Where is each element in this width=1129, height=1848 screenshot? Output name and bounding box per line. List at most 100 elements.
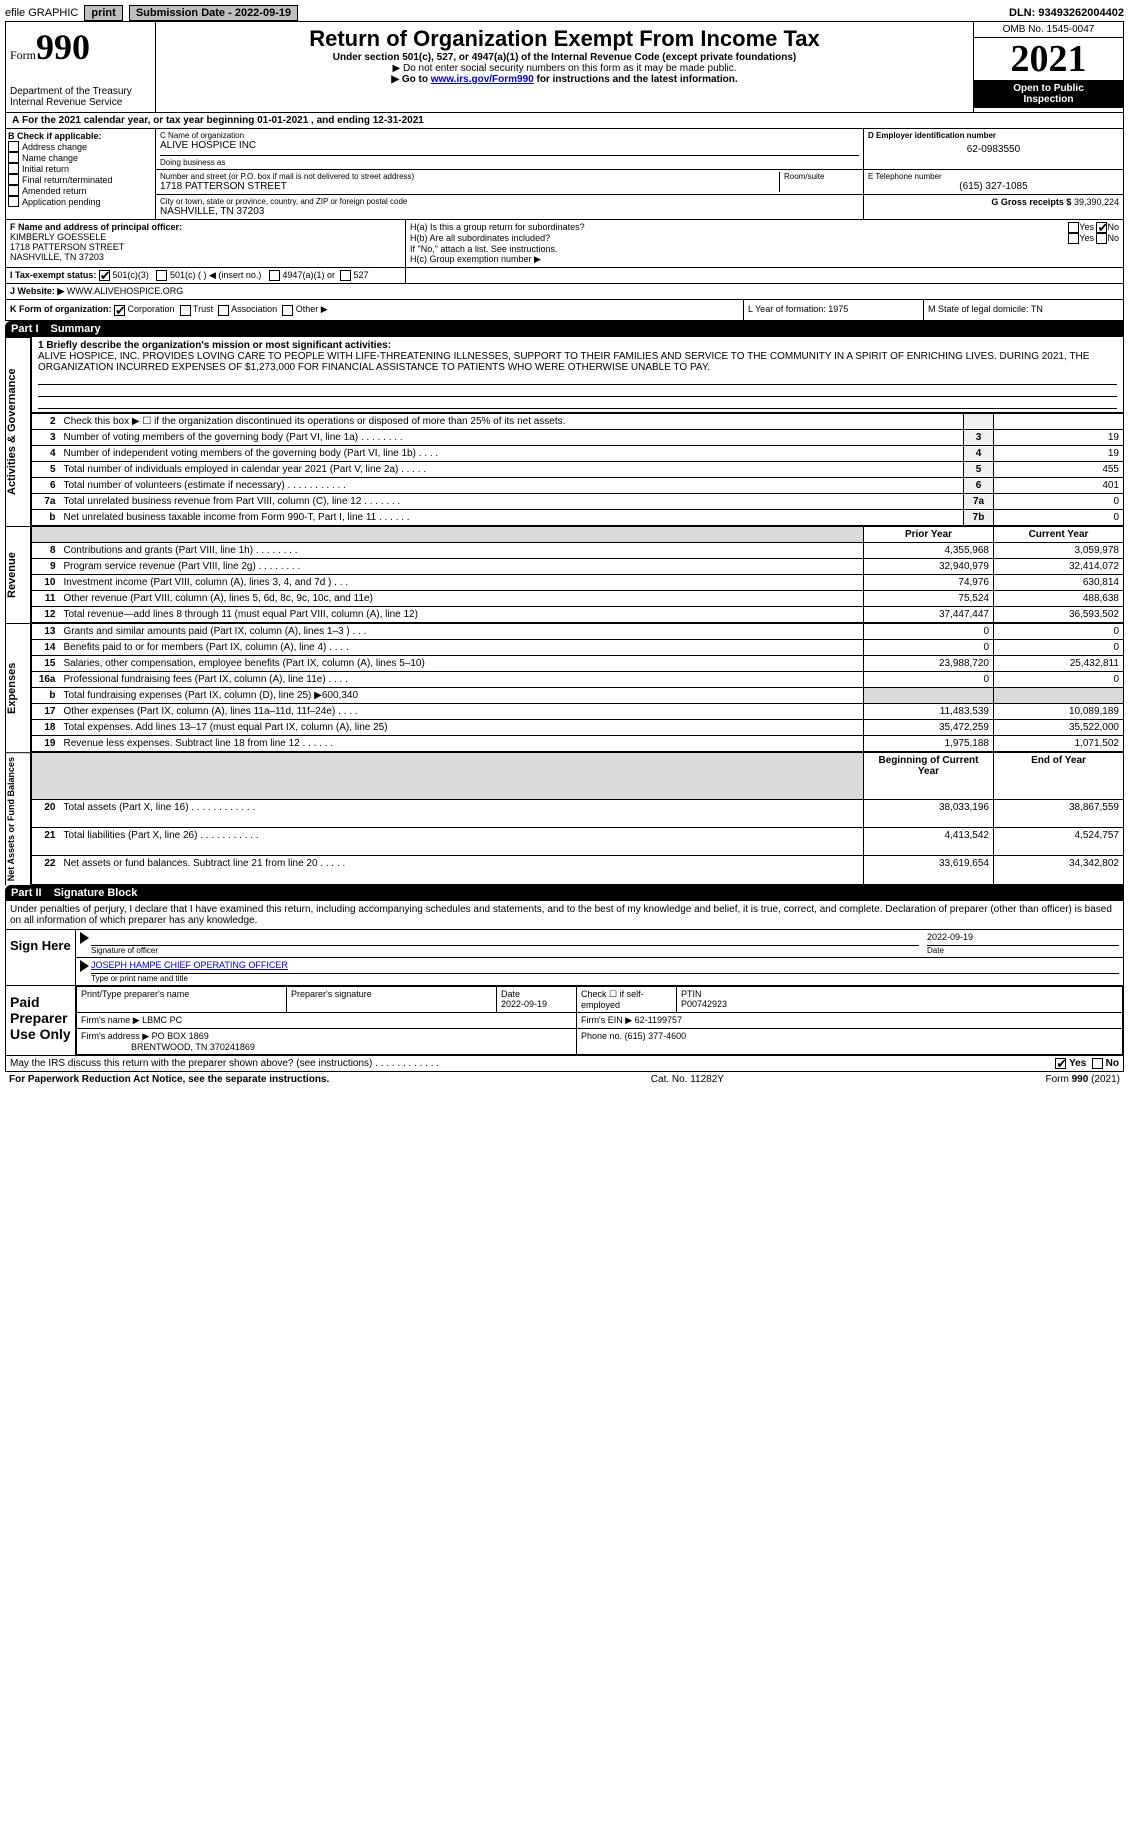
discuss-yes[interactable] xyxy=(1055,1058,1066,1069)
sidebar-activities: Activities & Governance xyxy=(5,337,31,526)
firm-phone-lbl: Phone no. xyxy=(581,1031,622,1041)
submission-date-button[interactable]: Submission Date - 2022-09-19 xyxy=(129,5,298,21)
j-website: WWW.ALIVEHOSPICE.ORG xyxy=(67,286,184,296)
discuss-no-lbl: No xyxy=(1106,1058,1119,1069)
g-gross-lbl: G Gross receipts $ xyxy=(991,197,1071,207)
chk-assoc[interactable] xyxy=(218,305,229,316)
section-b-through-g: B Check if applicable: Address change Na… xyxy=(5,129,1124,220)
goto-pre: ▶ Go to xyxy=(391,74,430,85)
chk-501c3[interactable] xyxy=(99,270,110,281)
chk-final-return[interactable] xyxy=(8,174,19,185)
block-f: F Name and address of principal officer:… xyxy=(6,220,406,267)
print-button[interactable]: print xyxy=(84,5,122,21)
b-label: B Check if applicable: xyxy=(8,131,153,141)
table-row: 21Total liabilities (Part X, line 26) . … xyxy=(32,828,1124,856)
chk-lbl-0: Address change xyxy=(22,142,87,152)
net-assets-section: Net Assets or Fund Balances Beginning of… xyxy=(5,752,1124,885)
sig-name-lbl: Type or print name and title xyxy=(91,974,1119,983)
arrow-icon xyxy=(80,932,89,944)
chk-lbl-2: Initial return xyxy=(22,164,69,174)
i-lbl: I Tax-exempt status: xyxy=(10,270,96,280)
form-990-page: efile GRAPHIC print Submission Date - 20… xyxy=(0,0,1129,1092)
hb-note: If "No," attach a list. See instructions… xyxy=(410,244,1119,254)
table-row: bTotal fundraising expenses (Part IX, co… xyxy=(32,687,1124,703)
form-title: Return of Organization Exempt From Incom… xyxy=(160,26,969,52)
chk-4947[interactable] xyxy=(269,270,280,281)
f-name: KIMBERLY GOESSELE xyxy=(10,232,106,242)
goto-post: for instructions and the latest informat… xyxy=(534,74,738,85)
part2-title: Signature Block xyxy=(54,887,138,899)
firm-addr1: PO BOX 1869 xyxy=(152,1031,209,1041)
c-name-lbl: C Name of organization xyxy=(160,131,859,140)
chk-app-pending[interactable] xyxy=(8,196,19,207)
firm-name-lbl: Firm's name ▶ xyxy=(81,1015,140,1025)
discuss-q: May the IRS discuss this return with the… xyxy=(10,1058,439,1069)
table-row: 3Number of voting members of the governi… xyxy=(32,429,1124,445)
firm-phone: (615) 377-4600 xyxy=(625,1031,687,1041)
hb-yes-lbl: Yes xyxy=(1079,233,1094,243)
ha-yes-lbl: Yes xyxy=(1079,222,1094,232)
table-row: 5Total number of individuals employed in… xyxy=(32,461,1124,477)
table-row: 14Benefits paid to or for members (Part … xyxy=(32,639,1124,655)
mission-lbl: 1 Briefly describe the organization's mi… xyxy=(38,340,391,351)
omb-number: OMB No. 1545-0047 xyxy=(974,22,1123,38)
pp-h1: Print/Type preparer's name xyxy=(77,986,287,1012)
chk-corp[interactable] xyxy=(114,305,125,316)
chk-initial-return[interactable] xyxy=(8,163,19,174)
hb-yes[interactable] xyxy=(1068,233,1079,244)
chk-name-change[interactable] xyxy=(8,152,19,163)
chk-amended[interactable] xyxy=(8,185,19,196)
table-header-row: Beginning of Current YearEnd of Year xyxy=(32,752,1124,800)
table-row: 12Total revenue—add lines 8 through 11 (… xyxy=(32,606,1124,622)
k-assoc: Association xyxy=(231,304,277,314)
chk-527[interactable] xyxy=(340,270,351,281)
hb-no[interactable] xyxy=(1096,233,1107,244)
table-row: 11Other revenue (Part VIII, column (A), … xyxy=(32,590,1124,606)
firm-name: LBMC PC xyxy=(142,1015,182,1025)
sidebar-net-assets: Net Assets or Fund Balances xyxy=(5,752,31,885)
i-opt4: 527 xyxy=(353,270,368,280)
form-subtitle-1: Under section 501(c), 527, or 4947(a)(1)… xyxy=(160,52,969,63)
revenue-section: Revenue Prior YearCurrent Year8Contribut… xyxy=(5,526,1124,623)
dept-label: Department of the Treasury xyxy=(10,86,151,97)
firm-ein-lbl: Firm's EIN ▶ xyxy=(581,1015,632,1025)
sidebar-revenue: Revenue xyxy=(5,526,31,623)
irs-label: Internal Revenue Service xyxy=(10,97,151,108)
row-a-text: For the 2021 calendar year, or tax year … xyxy=(22,115,424,126)
firm-ein: 62-1199757 xyxy=(635,1015,682,1025)
table-row: bNet unrelated business taxable income f… xyxy=(32,509,1124,525)
j-lbl: J Website: ▶ xyxy=(10,286,64,296)
table-row: 4Number of independent voting members of… xyxy=(32,445,1124,461)
i-opt3: 4947(a)(1) or xyxy=(282,270,335,280)
row-a-tax-year: A For the 2021 calendar year, or tax yea… xyxy=(5,113,1124,129)
hc-text: H(c) Group exemption number ▶ xyxy=(410,254,1119,265)
m-state: M State of legal domicile: TN xyxy=(923,300,1123,319)
chk-lbl-5: Application pending xyxy=(22,197,101,207)
table-row: 22Net assets or fund balances. Subtract … xyxy=(32,856,1124,884)
sig-name-val[interactable]: JOSEPH HAMPE CHIEF OPERATING OFFICER xyxy=(91,960,288,970)
row-i: I Tax-exempt status: 501(c)(3) 501(c) ( … xyxy=(5,268,1124,284)
table-row: 20Total assets (Part X, line 16) . . . .… xyxy=(32,800,1124,828)
footer-mid: Cat. No. 11282Y xyxy=(651,1074,724,1085)
footer-right: Form 990 (2021) xyxy=(1046,1074,1120,1085)
sign-here-label: Sign Here xyxy=(6,930,76,985)
chk-other[interactable] xyxy=(282,305,293,316)
part1-num: Part I xyxy=(11,323,39,335)
penalties-text: Under penalties of perjury, I declare th… xyxy=(5,901,1124,930)
d-ein-val: 62-0983550 xyxy=(868,144,1119,155)
sidebar-expenses: Expenses xyxy=(5,623,31,752)
ha-yes[interactable] xyxy=(1068,222,1079,233)
chk-trust[interactable] xyxy=(180,305,191,316)
column-b-checkboxes: B Check if applicable: Address change Na… xyxy=(6,129,156,219)
discuss-no[interactable] xyxy=(1092,1058,1103,1069)
ha-no-lbl: No xyxy=(1107,222,1119,232)
chk-lbl-1: Name change xyxy=(22,153,78,163)
efile-label: efile GRAPHIC xyxy=(5,7,78,19)
arrow-icon xyxy=(80,960,89,972)
e-phone-lbl: E Telephone number xyxy=(868,172,1119,181)
chk-501c[interactable] xyxy=(156,270,167,281)
ha-no[interactable] xyxy=(1096,222,1107,233)
irs-link[interactable]: www.irs.gov/Form990 xyxy=(431,74,534,85)
chk-address-change[interactable] xyxy=(8,141,19,152)
revenue-table: Prior YearCurrent Year8Contributions and… xyxy=(31,526,1124,623)
